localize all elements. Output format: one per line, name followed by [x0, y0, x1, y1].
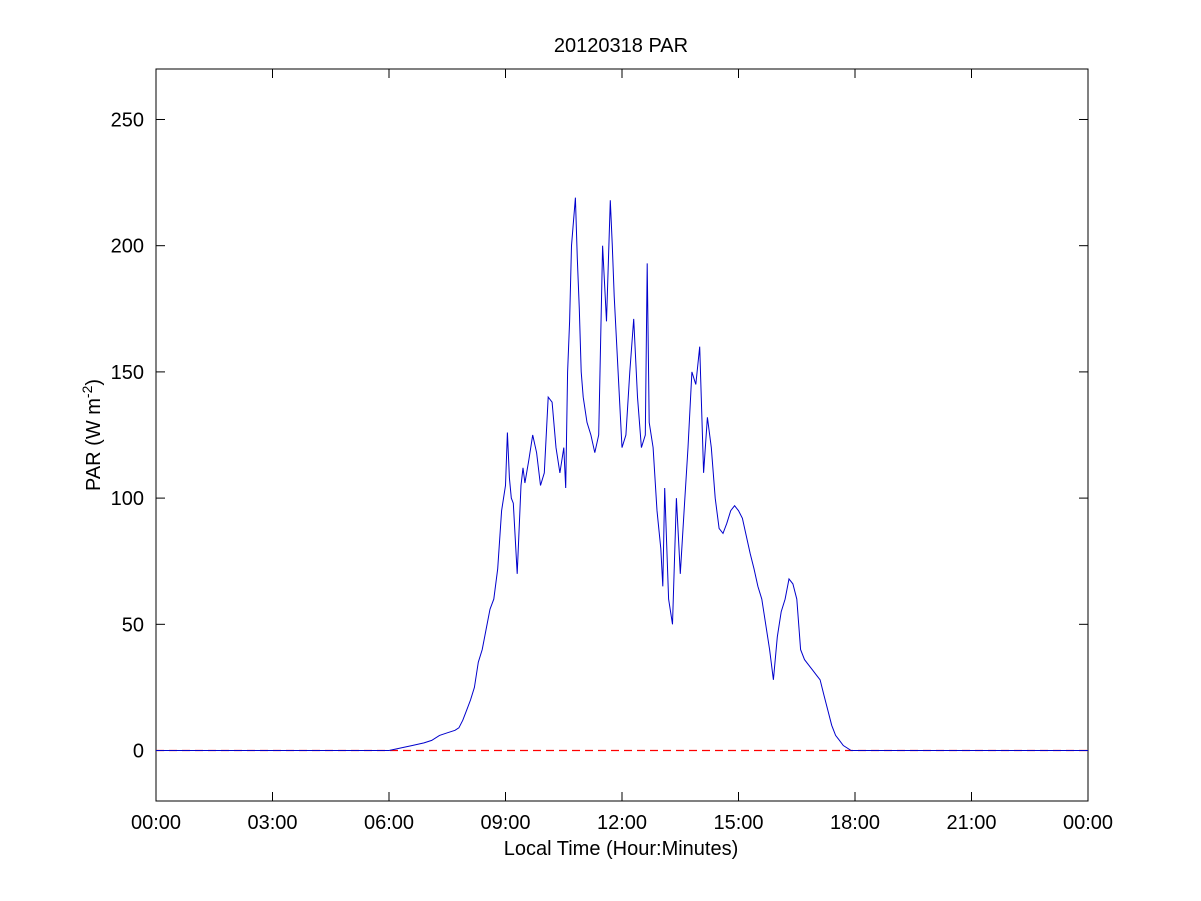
y-tick-label: 100 — [111, 488, 144, 510]
y-tick-label: 200 — [111, 236, 144, 258]
par-series-line — [156, 197, 1088, 751]
y-tick-label: 250 — [111, 109, 144, 131]
x-axis-label: Local Time (Hour:Minutes) — [504, 838, 739, 860]
x-axis-ticks: 00:00 03:00 06:00 09:00 12:00 15:00 18:00 21:00… — [131, 69, 1113, 834]
y-tick-label: 50 — [122, 614, 144, 636]
y-tick-label: 0 — [133, 741, 144, 763]
y-axis-label: PAR (W m-2) — [79, 379, 105, 491]
x-tick-label: 06:00 — [364, 812, 414, 834]
x-tick-label: 18:00 — [830, 812, 880, 834]
y-axis-label-superscript: -2 — [79, 385, 95, 398]
x-tick-label: 15:00 — [713, 812, 763, 834]
x-tick-label: 21:00 — [946, 812, 996, 834]
x-tick-label: 03:00 — [247, 812, 297, 834]
y-axis-label-main: PAR (W m — [83, 398, 105, 491]
x-tick-label: 00:00 — [1063, 812, 1113, 834]
y-tick-label: 150 — [111, 362, 144, 384]
x-tick-label: 09:00 — [480, 812, 530, 834]
x-tick-label: 12:00 — [597, 812, 647, 834]
x-tick-label: 00:00 — [131, 812, 181, 834]
chart-title: 20120318 PAR — [554, 35, 688, 57]
y-axis-ticks: 0 50 100 150 200 250 — [111, 109, 1088, 763]
y-axis-label-end: ) — [83, 379, 105, 386]
plot-area — [155, 68, 1089, 802]
